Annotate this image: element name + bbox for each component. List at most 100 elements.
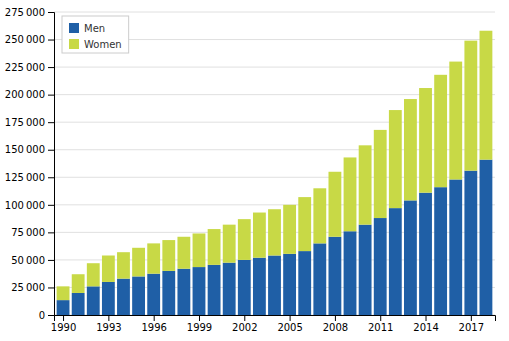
- bar-series: [57, 31, 493, 300]
- tick-mark: [48, 260, 54, 261]
- bar: [87, 286, 100, 315]
- bar: [480, 160, 493, 315]
- tick: 175 000: [5, 117, 54, 128]
- bar: [464, 41, 477, 171]
- tick-label: 275 000: [5, 7, 45, 18]
- bar: [193, 267, 206, 315]
- bar: [449, 179, 462, 315]
- bar: [193, 233, 206, 267]
- tick-mark: [335, 315, 336, 321]
- legend-label: Women: [84, 39, 122, 50]
- tick-label: 1993: [96, 322, 121, 333]
- bar: [72, 274, 85, 293]
- tick-label: 100 000: [5, 200, 45, 211]
- tick-mark: [48, 12, 54, 13]
- tick-mark: [244, 315, 245, 321]
- tick: 100 000: [5, 200, 54, 211]
- tick-mark: [199, 315, 200, 321]
- legend-item: Men: [69, 23, 105, 34]
- axis-line: [55, 316, 496, 322]
- bar: [208, 229, 221, 265]
- y-axis: 0 25 000 50 000 75 000 100 000 125 000 150 000…: [5, 7, 55, 321]
- x-axis: 1990199319961999200220052008201120142017: [51, 315, 496, 333]
- tick: 25 000: [11, 282, 54, 293]
- tick-mark: [48, 122, 54, 123]
- tick: 1990: [51, 315, 76, 333]
- bar: [238, 260, 251, 315]
- bar: [147, 274, 160, 315]
- bar: [434, 187, 447, 315]
- bar: [223, 225, 236, 263]
- tick: 125 000: [5, 172, 54, 183]
- bar: [102, 282, 115, 315]
- tick-mark: [48, 95, 54, 96]
- grid-line: [54, 67, 495, 68]
- bar: [389, 110, 402, 208]
- tick-label: 225 000: [5, 62, 45, 73]
- bar: [480, 31, 493, 160]
- bar: [238, 219, 251, 260]
- tick-label: 2005: [277, 322, 302, 333]
- tick-mark: [154, 315, 155, 321]
- grid-line: [54, 12, 495, 13]
- tick: 2014: [413, 315, 438, 333]
- bar: [117, 252, 130, 278]
- bar: [253, 258, 266, 315]
- tick-mark: [63, 315, 64, 321]
- tick-label: 2011: [368, 322, 393, 333]
- legend-item: Women: [69, 39, 122, 50]
- bar: [298, 251, 311, 315]
- tick-mark: [380, 315, 381, 321]
- tick-mark: [48, 315, 54, 316]
- tick-mark: [108, 315, 109, 321]
- tick: 2005: [277, 315, 302, 333]
- tick-label: 1990: [51, 322, 76, 333]
- bar: [283, 205, 296, 254]
- bar: [419, 88, 432, 193]
- bar: [449, 62, 462, 180]
- tick: 1999: [187, 315, 212, 333]
- tick-label: 25 000: [11, 282, 45, 293]
- plot-area: [57, 31, 493, 315]
- bar: [464, 171, 477, 315]
- bar: [223, 263, 236, 315]
- bar: [404, 99, 417, 200]
- bar: [374, 218, 387, 315]
- tick: 225 000: [5, 62, 54, 73]
- tick: 2002: [232, 315, 257, 333]
- bar: [328, 172, 341, 237]
- tick: 2011: [368, 315, 393, 333]
- bar: [268, 256, 281, 315]
- tick: 250 000: [5, 34, 54, 45]
- tick-label: 1996: [141, 322, 166, 333]
- legend-label: Men: [84, 23, 105, 34]
- bar: [132, 248, 145, 277]
- bar: [283, 254, 296, 315]
- tick-label: 175 000: [5, 117, 45, 128]
- bar: [313, 188, 326, 243]
- bar: [208, 265, 221, 315]
- tick-mark: [48, 150, 54, 151]
- tick-mark: [48, 205, 54, 206]
- axis-line: [48, 13, 55, 316]
- tick-label: 0: [39, 310, 45, 321]
- bar: [404, 200, 417, 315]
- bar: [147, 243, 160, 273]
- bar: [117, 279, 130, 315]
- bar: [72, 293, 85, 315]
- bar: [374, 130, 387, 218]
- bar: [344, 157, 357, 231]
- tick-label: 150 000: [5, 144, 45, 155]
- bar: [389, 208, 402, 315]
- bar: [344, 231, 357, 315]
- tick: 0: [39, 310, 54, 321]
- tick: 50 000: [11, 255, 54, 266]
- tick-mark: [290, 315, 291, 321]
- bar: [359, 225, 372, 315]
- tick: 75 000: [11, 227, 54, 238]
- tick: 1996: [141, 315, 166, 333]
- bar: [177, 237, 190, 269]
- bar: [162, 240, 175, 271]
- bar: [132, 276, 145, 315]
- bar: [57, 286, 70, 300]
